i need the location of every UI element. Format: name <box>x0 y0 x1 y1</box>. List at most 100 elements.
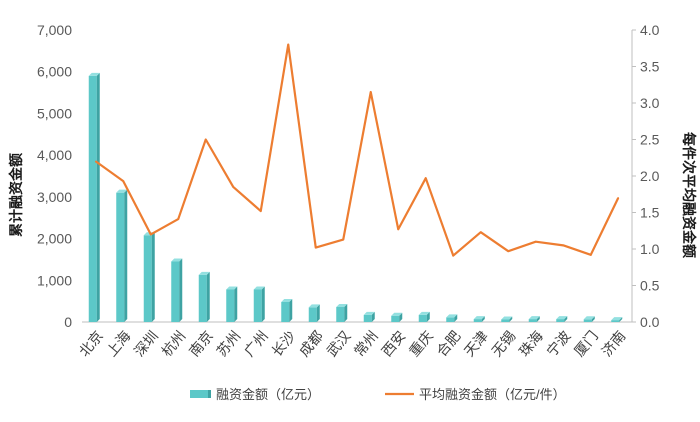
y-right-tick-label: 4.0 <box>640 22 660 38</box>
bar <box>611 317 623 322</box>
x-category-label: 天津 <box>461 328 491 360</box>
y-right-tick-label: 3.0 <box>640 95 660 111</box>
x-category-label: 苏州 <box>213 328 243 360</box>
y-left-tick-label: 1,000 <box>37 272 72 288</box>
y-right-tick-label: 0.0 <box>640 314 660 330</box>
x-category-label: 北京 <box>76 328 106 360</box>
y-left-tick-label: 2,000 <box>37 231 72 247</box>
bar-front <box>583 319 592 322</box>
bar <box>198 271 210 322</box>
legend-bar-label: 融资金额（亿元） <box>216 387 320 402</box>
bar-front <box>363 314 372 322</box>
line-point <box>314 246 317 249</box>
bar-side <box>234 286 238 322</box>
bar-side <box>261 286 265 322</box>
bar-top <box>363 311 375 315</box>
bar <box>308 304 320 322</box>
x-category-label: 成都 <box>296 328 326 360</box>
bar-front <box>446 317 455 322</box>
bar-front <box>198 274 207 322</box>
legend-bar-swatch <box>190 390 208 398</box>
bar-front <box>253 289 262 322</box>
line-point <box>94 160 97 163</box>
x-category-label: 合肥 <box>433 328 463 360</box>
bar-front <box>116 192 125 322</box>
x-category-label: 无锡 <box>488 328 518 360</box>
bar-front <box>501 319 510 322</box>
bar-front <box>473 319 482 322</box>
bar-front <box>143 235 152 322</box>
bar <box>528 316 540 322</box>
bar-side <box>619 317 623 322</box>
bar <box>501 316 513 322</box>
bar <box>583 316 595 322</box>
bar-top <box>336 303 348 307</box>
tick-labels: 0 1,000 2,000 3,000 4,000 5,000 6,000 7,000 0.0 0… <box>37 22 660 359</box>
bar-top <box>391 312 403 316</box>
line-point <box>232 186 235 188</box>
y-left-tick-label: 5,000 <box>37 105 72 121</box>
x-category-label: 广州 <box>241 328 271 360</box>
y-left-tick-label: 7,000 <box>37 22 72 38</box>
bar-top <box>281 298 293 302</box>
x-category-label: 宁波 <box>543 328 573 360</box>
bar-front <box>281 301 290 322</box>
bar-top <box>611 317 623 321</box>
y-right-tick-label: 0.5 <box>640 278 660 294</box>
axes <box>82 29 636 323</box>
bar-side <box>426 311 430 322</box>
x-category-label: 重庆 <box>406 328 436 360</box>
y-axis-left-title: 累计融资金额 <box>8 153 24 237</box>
bar <box>171 258 183 322</box>
x-category-label: 武汉 <box>323 328 353 360</box>
line-point <box>259 210 262 212</box>
x-category-label: 深圳 <box>131 328 161 360</box>
bar-front <box>226 289 235 322</box>
y-left-tick-label: 0 <box>64 314 72 330</box>
bar-front <box>308 307 317 322</box>
bar-top <box>226 286 238 290</box>
line-point <box>479 231 482 234</box>
bar-top <box>473 316 485 320</box>
bar-top <box>583 316 595 320</box>
line-point <box>369 91 372 93</box>
bar-front <box>528 319 537 322</box>
bar <box>226 286 238 322</box>
bar-top <box>528 316 540 320</box>
line-point <box>562 244 565 247</box>
line-point <box>452 254 455 257</box>
legend: 融资金额（亿元） 平均融资金额（亿元/件） <box>190 387 566 402</box>
x-category-label: 南京 <box>186 328 216 360</box>
bar-side <box>481 316 485 322</box>
x-category-label: 常州 <box>351 328 381 360</box>
bar-side <box>371 311 375 322</box>
bar <box>88 72 100 322</box>
bar-front <box>336 306 345 322</box>
bar-top <box>501 316 513 320</box>
bar-top <box>88 72 100 76</box>
legend-line-label: 平均融资金额（亿元/件） <box>419 387 566 402</box>
x-category-label: 厦门 <box>571 328 601 360</box>
line-series <box>94 43 620 257</box>
bar-side <box>536 316 540 322</box>
bar-series <box>88 72 623 322</box>
legend-bar-swatch-side <box>208 390 211 398</box>
bar-top <box>253 286 265 290</box>
bar-side <box>151 232 155 322</box>
bar-front <box>88 75 97 322</box>
y-left-tick-label: 4,000 <box>37 147 72 163</box>
bar-side <box>454 314 458 322</box>
bar-side <box>124 189 128 322</box>
bar-side <box>344 303 348 322</box>
line-point <box>507 250 510 252</box>
bar <box>391 312 403 322</box>
line-point <box>534 240 537 243</box>
line-point <box>122 180 125 182</box>
line-point <box>424 177 427 179</box>
bar-side <box>179 258 183 322</box>
line-point <box>617 197 620 199</box>
bar-front <box>418 314 427 322</box>
x-category-label: 杭州 <box>158 328 188 360</box>
bar-side <box>509 316 513 322</box>
